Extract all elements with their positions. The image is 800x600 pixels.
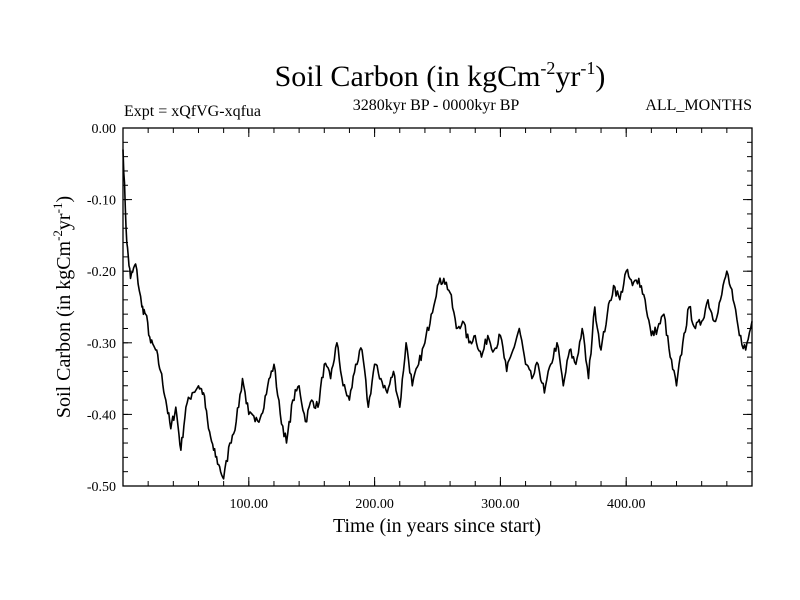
x-tick-labels: 100.00 200.00 300.00 400.00 (230, 497, 646, 512)
y-tick-label: -0.10 (87, 194, 116, 209)
y-axis-label: Soil Carbon (in kgCm-2yr-1) (50, 196, 75, 418)
period-label: 3280kyr BP - 0000kyr BP (353, 97, 520, 114)
x-tick-label: 300.00 (481, 497, 520, 512)
x-tick-label: 400.00 (607, 497, 646, 512)
series-line-soil-carbon (122, 149, 753, 480)
experiment-label: Expt = xQfVG-xqfua (124, 103, 261, 120)
axis-ticks (123, 127, 752, 487)
months-label: ALL_MONTHS (645, 97, 752, 114)
chart-title: Soil Carbon (in kgCm-2yr-1) (275, 58, 606, 93)
x-tick-label: 200.00 (355, 497, 394, 512)
x-tick-label: 100.00 (230, 497, 269, 512)
y-tick-label: -0.50 (87, 480, 116, 495)
y-tick-label: 0.00 (92, 122, 117, 137)
x-axis-label: Time (in years since start) (333, 515, 541, 537)
y-tick-label: -0.30 (87, 337, 116, 352)
y-tick-label: -0.20 (87, 265, 116, 280)
plot-frame (122, 127, 753, 487)
y-tick-labels: 0.00 -0.10 -0.20 -0.30 -0.40 -0.50 (87, 122, 116, 495)
y-tick-label: -0.40 (87, 408, 116, 423)
